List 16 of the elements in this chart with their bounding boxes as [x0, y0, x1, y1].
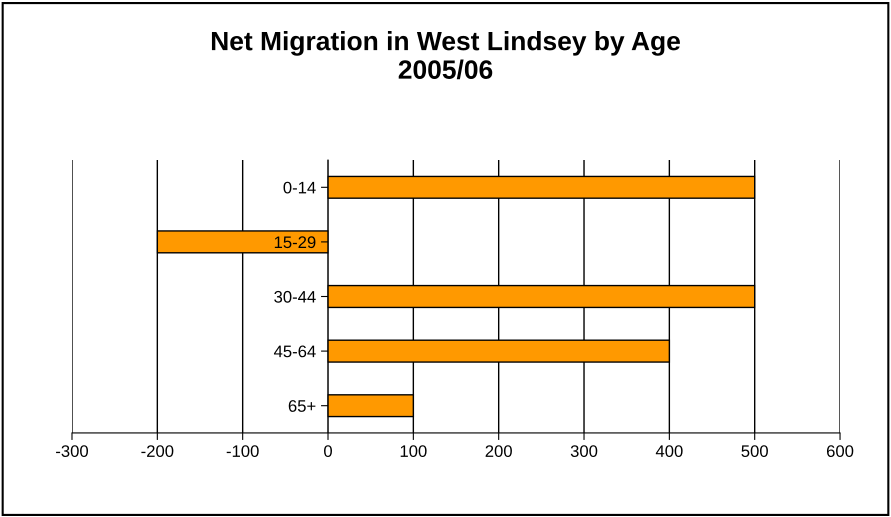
x-tick-label: -200: [141, 445, 174, 458]
chart-title: Net Migration in West Lindsey by Age 2005/06: [212, 31, 680, 80]
x-tick-label: -300: [56, 445, 88, 458]
x-tick-label: 300: [570, 445, 598, 458]
x-tick-label: 200: [486, 445, 512, 458]
x-tick-label: 400: [656, 445, 683, 458]
x-tick-label: 100: [400, 445, 427, 458]
x-tick-label: -100: [226, 445, 259, 458]
x-tick-label: 600: [826, 445, 854, 458]
y-tick-label: 0-14: [284, 182, 316, 194]
y-tick-label: 65+: [288, 400, 316, 412]
x-tick-label: 0: [324, 445, 332, 458]
y-tick-label: 30-44: [274, 290, 316, 303]
y-tick-label: 45-64: [274, 345, 316, 358]
y-tick-label: 15-29: [274, 236, 316, 248]
x-tick-label: 500: [741, 445, 768, 458]
